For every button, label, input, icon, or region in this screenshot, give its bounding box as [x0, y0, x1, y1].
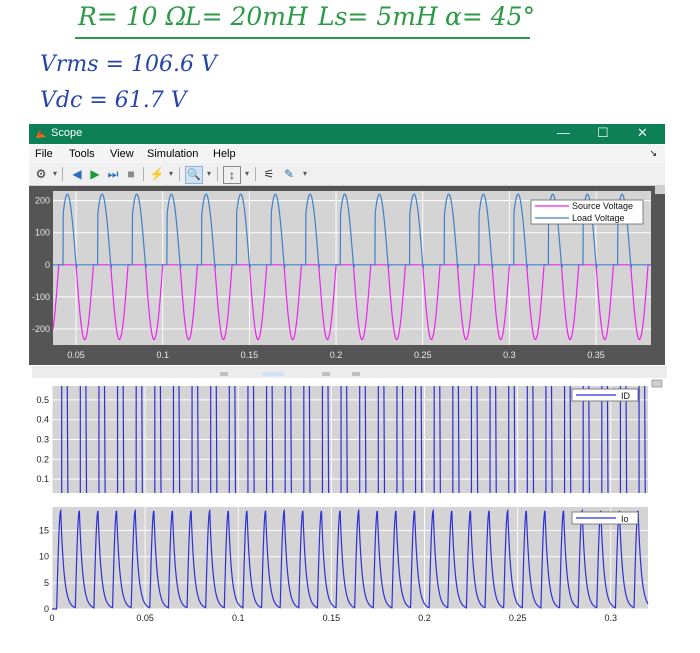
minimize-button[interactable]: — [557, 125, 570, 140]
current-scope-plots: 0.5 0.4 0.3 0.2 0.1 0 0.05 0.1 0.15 0.2 0.25 0.3 15… [32, 366, 667, 624]
menu-file[interactable]: File [35, 148, 53, 160]
autoscale-icon[interactable]: ↕ [223, 166, 241, 184]
voltage-scope-plot: 0.05 0.1 0.15 0.2 0.25 0.3 0.35 200 100 0 -100 -200… [29, 186, 665, 365]
param-r: R= 10 Ω [78, 2, 187, 31]
close-button[interactable]: ✕ [637, 125, 648, 140]
x-tick-label: 0.25 [509, 613, 527, 623]
y-tick-label: -200 [32, 324, 50, 334]
voltage-legend: Source Voltage Load Voltage [530, 199, 644, 225]
toolbar-separator [179, 167, 180, 181]
x-tick-label: 0.1 [156, 350, 169, 360]
y-tick-label: 0.1 [36, 474, 49, 484]
zoom-dropdown-arrow[interactable]: ▾ [206, 169, 211, 178]
io-legend: Io [571, 511, 639, 525]
y-tick-label: 5 [44, 578, 49, 588]
autoscale-dropdown-arrow[interactable]: ▾ [244, 169, 249, 178]
title-bar[interactable]: Scope — ☐ ✕ [29, 124, 665, 144]
step-back-icon[interactable]: ◀ [72, 167, 82, 181]
trigger-icon[interactable]: ⚟ [263, 167, 275, 181]
legend-io-label: Io [621, 514, 629, 524]
param-alpha: α= 45° [445, 2, 536, 31]
toolbar-separator [217, 167, 218, 181]
x-tick-label: 0.3 [503, 350, 516, 360]
y-tick-label: 200 [35, 196, 50, 206]
x-tick-label: 0.2 [418, 613, 431, 623]
legend-load-label: Load Voltage [572, 213, 625, 223]
y-tick-label: 0.5 [36, 395, 49, 405]
y-tick-label: 0 [44, 604, 49, 614]
x-tick-label: 0.1 [232, 613, 245, 623]
menu-tools[interactable]: Tools [69, 148, 95, 160]
y-tick-label: 15 [39, 526, 49, 536]
cursor-measure-icon[interactable]: ✎ [283, 167, 295, 181]
step-forward-icon[interactable]: ⏭ [107, 167, 119, 181]
matlab-app-icon [36, 130, 46, 138]
x-tick-label: 0 [49, 613, 54, 623]
load-voltage-line [53, 193, 651, 270]
menu-simulation[interactable]: Simulation [147, 148, 199, 160]
highlight-signal-icon[interactable]: ⚡ [149, 167, 165, 181]
undock-axes-icon[interactable] [651, 379, 663, 388]
settings-dropdown-arrow[interactable]: ▾ [52, 169, 57, 178]
undock-axes-icon[interactable] [655, 186, 665, 194]
measure-dropdown-arrow[interactable]: ▾ [302, 169, 307, 178]
settings-gear-icon[interactable]: ⚙ [35, 167, 47, 181]
menu-view[interactable]: View [110, 148, 134, 160]
legend-id-label: ID [621, 391, 631, 401]
y-tick-label: 0 [45, 260, 50, 270]
vdc-note: Vdc = 61.7 V [40, 88, 187, 113]
x-tick-label: 0.2 [330, 350, 343, 360]
x-tick-label: 0.05 [67, 350, 85, 360]
window-title: Scope [51, 127, 83, 139]
x-tick-label: 0.05 [136, 613, 154, 623]
param-l: L= 20mH [185, 2, 308, 31]
toolbar-separator [255, 167, 256, 181]
maximize-button[interactable]: ☐ [597, 125, 609, 140]
menu-bar: File Tools View Simulation Help ↘ [29, 145, 665, 163]
highlight-dropdown-arrow[interactable]: ▾ [168, 169, 173, 178]
toolbar-separator [62, 167, 63, 181]
id-legend: ID [571, 388, 639, 402]
stop-icon[interactable]: ■ [127, 167, 135, 181]
source-voltage-line [52, 264, 651, 341]
zoom-in-icon[interactable]: 🔍 [185, 166, 203, 184]
param-ls: Ls= 5mH [318, 2, 438, 31]
notes-underline [75, 37, 530, 39]
x-tick-label: 0.25 [414, 350, 432, 360]
io-current-line [52, 508, 649, 610]
x-tick-label: 0.15 [323, 613, 341, 623]
y-tick-label: -100 [32, 292, 50, 302]
x-tick-label: 0.3 [604, 613, 617, 623]
y-tick-label: 0.4 [36, 415, 49, 425]
partial-toolbar [32, 366, 667, 378]
x-tick-label: 0.35 [587, 350, 605, 360]
toolbar: ⚙ ▾ ◀ ▶ ⏭ ■ ⚡ ▾ 🔍 ▾ ↕ ▾ ⚟ ✎ ▾ [29, 163, 665, 186]
vrms-note: Vrms = 106.6 V [40, 52, 217, 77]
dock-icon[interactable]: ↘ [649, 148, 657, 158]
y-tick-label: 100 [35, 228, 50, 238]
toolbar-separator [143, 167, 144, 181]
run-icon[interactable]: ▶ [90, 167, 100, 181]
menu-help[interactable]: Help [213, 148, 236, 160]
legend-source-label: Source Voltage [572, 201, 633, 211]
y-tick-label: 10 [39, 552, 49, 562]
x-tick-label: 0.15 [241, 350, 259, 360]
id-current-line [61, 385, 646, 494]
y-tick-label: 0.2 [36, 454, 49, 464]
y-tick-label: 0.3 [36, 435, 49, 445]
